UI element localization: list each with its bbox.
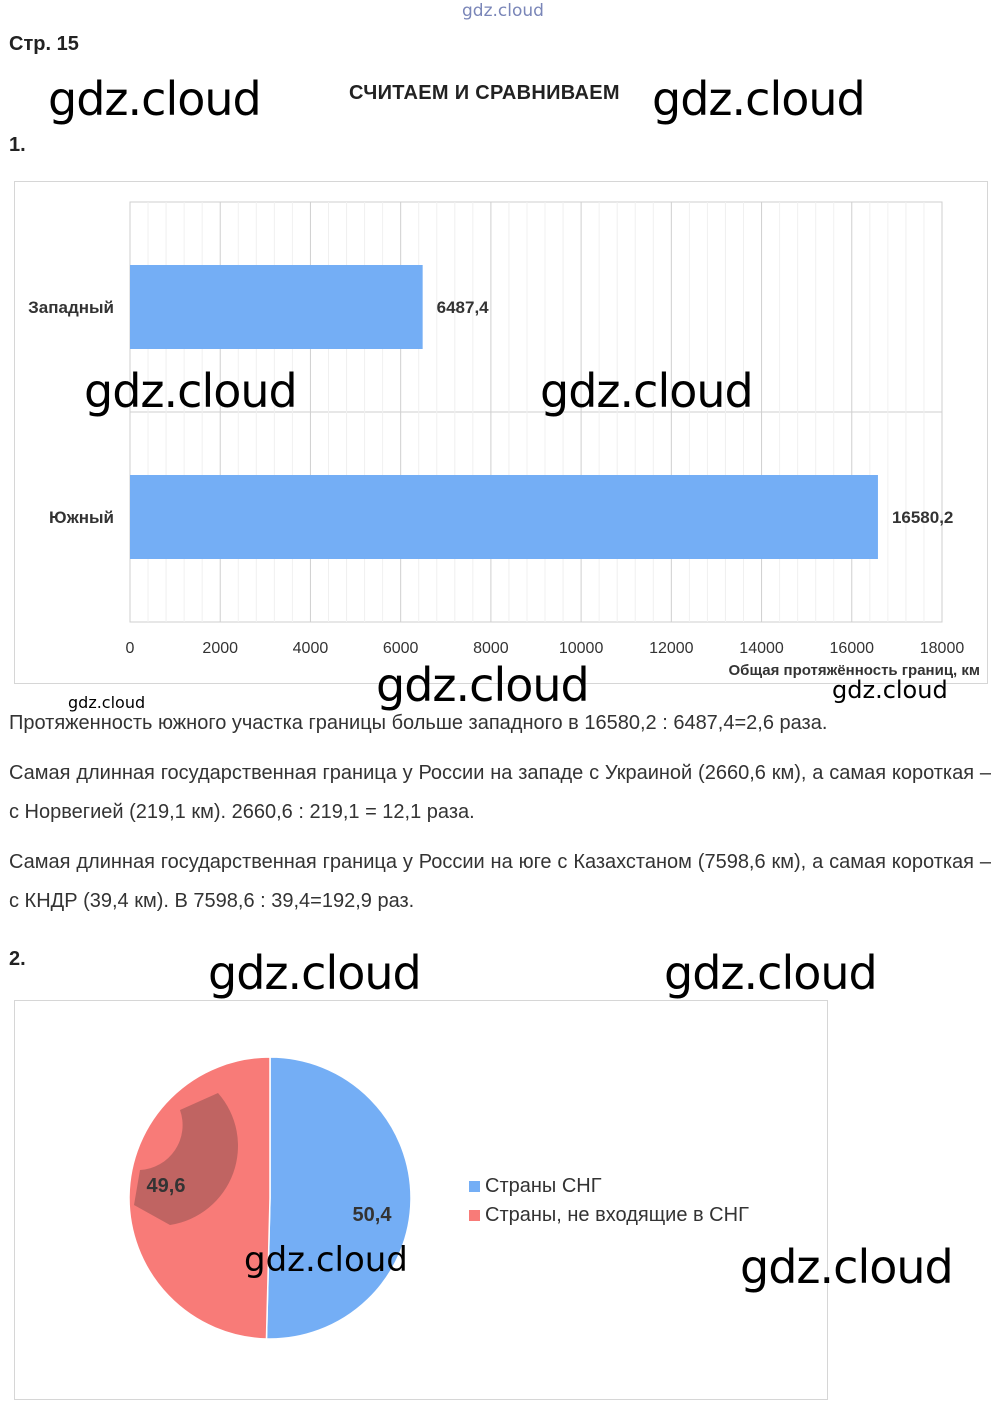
bar-chart-frame: [14, 181, 988, 684]
x-tick-label: 8000: [473, 640, 509, 657]
bar: [130, 265, 423, 349]
watermark: gdz.cloud: [652, 72, 866, 126]
answer-paragraph-1: Протяженность южного участка границы бол…: [9, 712, 828, 734]
watermark: gdz.cloud: [540, 364, 754, 418]
x-axis-label: Общая протяжённость границ, км: [729, 662, 980, 679]
x-tick-label: 16000: [830, 640, 875, 657]
pie-slice: [128, 1056, 271, 1340]
bar-value-label: 6487,4: [437, 298, 490, 317]
watermark: gdz.cloud: [48, 72, 262, 126]
legend-label: Страны, не входящие в СНГ: [485, 1204, 749, 1226]
x-tick-label: 4000: [293, 640, 329, 657]
task-number-2: 2.: [9, 948, 26, 970]
x-tick-label: 18000: [920, 640, 965, 657]
category-label: Западный: [28, 298, 114, 317]
x-tick-label: 14000: [739, 640, 784, 657]
watermark: gdz.cloud: [208, 946, 422, 1000]
x-tick-label: 6000: [383, 640, 419, 657]
pie-chart-frame: [14, 1000, 828, 1400]
watermark-small: gdz.cloud: [68, 693, 146, 712]
overlay-shape: [134, 1093, 238, 1225]
legend-swatch: [469, 1181, 480, 1192]
x-tick-label: 2000: [202, 640, 238, 657]
legend-label: Страны СНГ: [485, 1175, 602, 1197]
task-number-1: 1.: [9, 134, 26, 156]
x-tick-label: 10000: [559, 640, 604, 657]
watermark: gdz.cloud: [664, 946, 878, 1000]
watermark-top: gdz.cloud: [462, 1, 544, 21]
watermark: gdz.cloud: [244, 1240, 408, 1280]
x-tick-label: 12000: [649, 640, 694, 657]
answer-paragraph-3: Самая длинная государственная граница у …: [9, 851, 991, 912]
legend-swatch: [469, 1210, 480, 1221]
page-heading: СЧИТАЕМ И СРАВНИВАЕМ: [349, 82, 620, 104]
bar-chart: Западный Южный 6487,4 16580,2 0 2000 4000 600…: [28, 201, 980, 679]
bar-value-label: 16580,2: [892, 508, 953, 527]
slice-value-label: 49,6: [147, 1175, 186, 1197]
category-label: Южный: [49, 508, 114, 527]
answer-paragraph-2: Самая длинная государственная граница у …: [9, 762, 991, 823]
watermark: gdz.cloud: [84, 364, 298, 418]
bar: [130, 475, 878, 559]
x-tick-label: 0: [126, 640, 135, 657]
watermark: gdz.cloud: [376, 658, 590, 712]
slice-value-label: 50,4: [353, 1204, 393, 1226]
pie-chart: 50,4 49,6 Страны СНГ Страны, не входящие в…: [128, 1056, 749, 1340]
watermark: gdz.cloud: [740, 1240, 954, 1294]
pie-slice: [265, 1056, 412, 1340]
page-label: Стр. 15: [9, 33, 79, 55]
watermark: gdz.cloud: [832, 676, 948, 704]
